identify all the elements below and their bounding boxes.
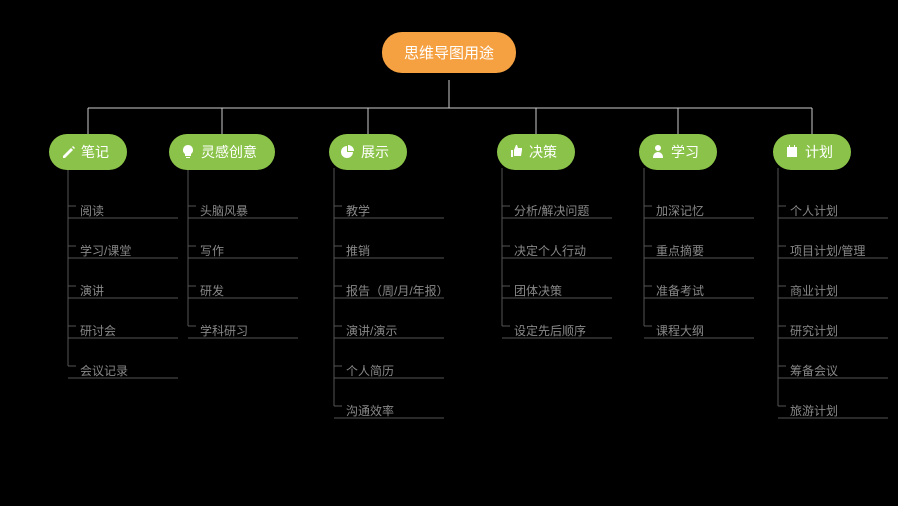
pie-icon [341,144,355,161]
calendar-icon [785,144,799,161]
leaf-inspiration-0: 头脑风暴 [200,198,248,223]
leaf-plan-3: 研究计划 [790,318,838,343]
leaf-plan-5: 旅游计划 [790,398,838,423]
branch-notes: 笔记 [49,134,127,170]
leaf-plan-1: 项目计划/管理 [790,238,865,263]
leaf-presentation-0: 教学 [346,198,370,223]
leaf-notes-4: 会议记录 [80,358,128,383]
leaf-plan-4: 筹备会议 [790,358,838,383]
leaf-inspiration-3: 学科研习 [200,318,248,343]
branch-label: 决策 [529,142,557,162]
leaf-notes-0: 阅读 [80,198,104,223]
leaf-notes-3: 研讨会 [80,318,116,343]
leaf-plan-0: 个人计划 [790,198,838,223]
leaf-notes-1: 学习/课堂 [80,238,131,263]
leaf-inspiration-1: 写作 [200,238,224,263]
leaf-study-2: 准备考试 [656,278,704,303]
leaf-decision-1: 决定个人行动 [514,238,586,263]
leaf-presentation-2: 报告（周/月/年报） [346,278,449,303]
leaf-study-0: 加深记忆 [656,198,704,223]
pencil-icon [61,144,75,161]
branch-presentation: 展示 [329,134,407,170]
branch-label: 展示 [361,142,389,162]
branch-inspiration: 灵感创意 [169,134,275,170]
leaf-plan-2: 商业计划 [790,278,838,303]
branch-label: 灵感创意 [201,142,257,162]
root-node: 思维导图用途 [382,32,516,73]
leaf-study-3: 课程大纲 [656,318,704,343]
branch-label: 笔记 [81,142,109,162]
branch-plan: 计划 [773,134,851,170]
leaf-notes-2: 演讲 [80,278,104,303]
leaf-presentation-4: 个人简历 [346,358,394,383]
leaf-inspiration-2: 研发 [200,278,224,303]
leaf-presentation-5: 沟通效率 [346,398,394,423]
person-icon [651,144,665,161]
leaf-decision-2: 团体决策 [514,278,562,303]
leaf-decision-3: 设定先后顺序 [514,318,586,343]
leaf-study-1: 重点摘要 [656,238,704,263]
leaf-decision-0: 分析/解决问题 [514,198,589,223]
connector-layer [0,0,898,506]
branch-decision: 决策 [497,134,575,170]
branch-study: 学习 [639,134,717,170]
leaf-presentation-1: 推销 [346,238,370,263]
leaf-presentation-3: 演讲/演示 [346,318,397,343]
bulb-icon [181,144,195,161]
branch-label: 学习 [671,142,699,162]
branch-label: 计划 [805,142,833,162]
thumb-icon [509,144,523,161]
root-label: 思维导图用途 [404,45,494,62]
